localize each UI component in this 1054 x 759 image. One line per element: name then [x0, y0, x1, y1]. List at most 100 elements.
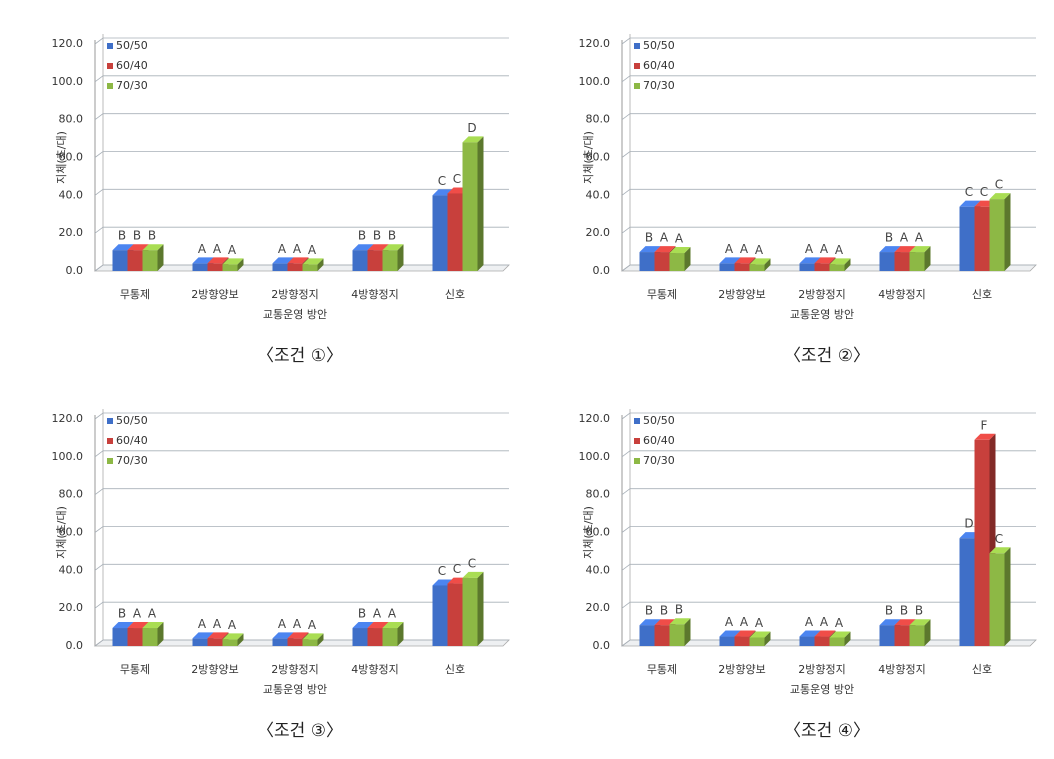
- x-tick-label: 신호: [972, 663, 992, 676]
- bar-top: [639, 246, 661, 253]
- bar-top: [989, 547, 1011, 554]
- y-tick-label: 100.0: [579, 450, 611, 463]
- bar-top: [639, 619, 661, 626]
- bar: [814, 636, 830, 646]
- bar-top: [829, 258, 851, 265]
- bar: [829, 264, 845, 271]
- bar-letter: A: [228, 618, 237, 632]
- bar-letter: B: [373, 229, 381, 243]
- x-tick-label: 신호: [445, 288, 465, 301]
- legend-swatch: [107, 458, 113, 464]
- bar-top: [894, 619, 916, 626]
- bar: [909, 252, 925, 271]
- bar-top: [222, 258, 244, 265]
- bar-letter: A: [900, 231, 909, 245]
- x-tick-label: 2방향정지: [798, 663, 845, 676]
- y-axis-label: 지체(초/대): [582, 131, 595, 184]
- bar-side: [1004, 193, 1011, 271]
- bar-top: [814, 630, 836, 637]
- bar-letter: A: [755, 616, 764, 630]
- bar: [222, 639, 238, 646]
- legend-swatch: [634, 458, 640, 464]
- bar: [654, 625, 670, 646]
- legend-label: 50/50: [116, 414, 148, 427]
- legend-swatch: [634, 83, 640, 89]
- y-tick-label: 100.0: [579, 75, 611, 88]
- grid-line: [94, 412, 509, 420]
- bar-letter: F: [981, 418, 988, 432]
- y-tick-label: 60.0: [59, 151, 84, 164]
- bar-letter: C: [453, 172, 461, 186]
- bar-side: [317, 633, 324, 646]
- grid-line: [621, 488, 1036, 495]
- bar-letter: A: [915, 231, 924, 245]
- bar-letter: A: [740, 242, 749, 256]
- y-tick-label: 20.0: [586, 601, 611, 614]
- y-tick-label: 0.0: [66, 264, 84, 277]
- bar-letter: A: [835, 243, 844, 257]
- bar-letter: A: [198, 242, 207, 256]
- bar-top: [367, 622, 389, 629]
- grid-line: [621, 188, 1036, 196]
- y-tick-label: 120.0: [52, 412, 84, 425]
- legend-label: 70/30: [643, 79, 675, 92]
- y-tick-label: 40.0: [586, 188, 611, 201]
- grid-line: [621, 37, 1036, 45]
- bar-letter: B: [133, 229, 141, 243]
- bar-letter: A: [388, 607, 397, 621]
- x-tick-label: 무통제: [647, 288, 677, 301]
- bar-letter: A: [293, 242, 302, 256]
- bar: [447, 583, 463, 646]
- caption: 〈조건 ④〉: [784, 721, 870, 741]
- legend-swatch: [634, 43, 640, 49]
- bar-top: [142, 244, 164, 251]
- bar-letter: A: [373, 607, 382, 621]
- bar-letter: B: [118, 229, 126, 243]
- bar: [894, 625, 910, 646]
- bar-letter: A: [725, 242, 734, 256]
- grid-line: [621, 526, 1036, 533]
- bar-top: [192, 632, 214, 639]
- bar: [719, 636, 735, 646]
- bar-top: [272, 257, 294, 264]
- bar-letter: B: [885, 604, 893, 618]
- bar: [749, 264, 765, 271]
- bar-top: [462, 136, 484, 143]
- bar: [432, 585, 448, 646]
- bar-letter: A: [725, 615, 734, 629]
- bar: [367, 628, 383, 646]
- y-tick-label: 0.0: [66, 639, 84, 652]
- bar-top: [127, 244, 149, 251]
- grid-line: [621, 226, 1036, 234]
- grid-line: [94, 488, 509, 495]
- bar: [909, 625, 925, 646]
- bar-side: [844, 631, 851, 646]
- legend-label: 50/50: [643, 414, 675, 427]
- bar-letter: A: [228, 243, 237, 257]
- bar: [734, 636, 750, 646]
- grid-line: [621, 601, 1036, 609]
- x-tick-label: 2방향정지: [798, 288, 845, 301]
- y-tick-label: 0.0: [593, 639, 611, 652]
- bar-letter: B: [148, 229, 156, 243]
- bar: [272, 263, 288, 271]
- bar-side: [237, 633, 244, 646]
- bar: [192, 638, 208, 646]
- x-tick-label: 무통제: [120, 663, 150, 676]
- legend-swatch: [107, 83, 113, 89]
- grid-line: [621, 75, 1036, 83]
- bar-letter: A: [198, 617, 207, 631]
- bar-top: [462, 571, 484, 578]
- bar-top: [302, 258, 324, 265]
- grid-line: [94, 226, 509, 234]
- bar-top: [959, 200, 981, 207]
- y-tick-label: 20.0: [59, 226, 84, 239]
- bar-top: [654, 246, 676, 253]
- x-axis-label: 교통운영 방안: [790, 683, 854, 696]
- bar-side: [764, 631, 771, 646]
- grid-line: [94, 450, 509, 458]
- bar: [367, 250, 383, 271]
- bar-top: [909, 246, 931, 253]
